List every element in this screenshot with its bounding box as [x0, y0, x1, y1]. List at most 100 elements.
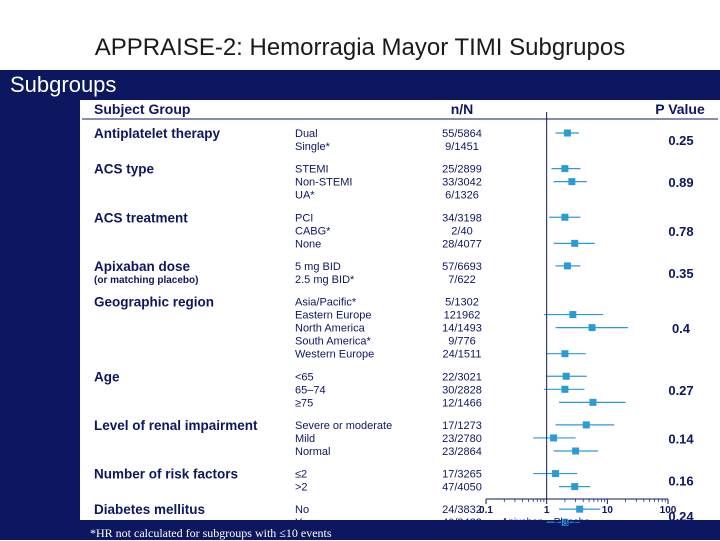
subgroup-label: 2.5 mg BID*: [295, 274, 355, 286]
favors-apixaban-label: Apixaban better: [502, 517, 544, 539]
subgroup-nn: 30/2828: [442, 384, 482, 396]
column-header-group: Subject Group: [94, 101, 190, 117]
group-label: Apixaban dose: [94, 259, 191, 274]
subgroup-nn: 47/4050: [442, 482, 482, 494]
interaction-p-value: 0.16: [668, 474, 693, 489]
subgroup-nn: 23/2864: [442, 446, 482, 458]
subgroup-label: ≤2: [295, 469, 307, 481]
hr-marker: [561, 213, 569, 221]
x-tick-label: 10: [602, 505, 614, 516]
interaction-p-value: 0.4: [672, 321, 691, 336]
subgroup-label: Mild: [295, 433, 315, 445]
interaction-p-value: 0.78: [668, 224, 693, 239]
subgroup-nn: 5/1302: [445, 297, 479, 309]
subgroup-label: 5 mg BID: [295, 261, 341, 273]
interaction-p-value: 0.24: [668, 509, 694, 524]
subgroup-label: PCI: [295, 212, 313, 224]
group-label: Antiplatelet therapy: [94, 126, 221, 141]
subgroup-nn: 17/1273: [442, 420, 482, 432]
hr-marker: [561, 385, 569, 393]
x-tick-label: 0.1: [479, 505, 493, 516]
group-label: ACS treatment: [94, 210, 188, 225]
subgroup-label: South America*: [295, 336, 372, 348]
x-tick-label: 100: [660, 505, 677, 516]
subgroup-label: >2: [295, 482, 308, 494]
x-tick-label: 1: [544, 505, 550, 516]
subgroup-label: None: [295, 238, 321, 250]
hr-marker: [562, 372, 570, 380]
column-header-nn: n/N: [451, 101, 474, 117]
subgroup-label: Western Europe: [295, 349, 374, 361]
subgroups-heading: Subgroups: [10, 72, 117, 97]
subgroup-nn: 121962: [444, 310, 481, 322]
subgroup-label: UA*: [295, 190, 315, 202]
subgroup-label: Asia/Pacific*: [295, 297, 357, 309]
interaction-p-value: 0.35: [668, 266, 693, 281]
subgroup-label: CABG*: [295, 225, 331, 237]
group-label: Age: [94, 369, 120, 384]
subgroup-label: Non-STEMI: [295, 177, 352, 189]
subgroup-nn: 24/1511: [443, 349, 482, 361]
column-header-interaction: Interaction P Value: [644, 87, 716, 117]
subgroup-nn: 23/2780: [442, 433, 482, 445]
subgroup-nn: 33/3042: [442, 177, 482, 189]
interaction-p-value: 0.27: [668, 383, 693, 398]
interaction-p-value: 0.89: [668, 175, 693, 190]
subgroup-label: Eastern Europe: [295, 310, 371, 322]
hr-marker: [561, 165, 569, 173]
subgroup-nn: 24/3832: [442, 504, 482, 516]
hr-marker: [563, 129, 571, 137]
hr-marker: [572, 447, 580, 455]
subgroup-nn: 22/3021: [442, 371, 482, 383]
subgroup-nn: 2/40: [451, 225, 472, 237]
subgroup-label: Severe or moderate: [295, 420, 392, 432]
hr-marker: [576, 505, 584, 513]
hr-marker: [589, 398, 597, 406]
group-label: Geographic region: [94, 295, 214, 310]
subgroup-label: North America: [295, 323, 366, 335]
subgroup-nn: 14/1493: [442, 323, 482, 335]
hr-marker: [552, 470, 560, 478]
subgroup-nn: 34/3198: [442, 212, 482, 224]
group-sublabel: (or matching placebo): [94, 275, 198, 286]
subgroup-label: STEMI: [295, 164, 329, 176]
subgroup-nn: 9/776: [448, 336, 476, 348]
hr-marker: [568, 178, 576, 186]
favors-placebo-label: Placebo better: [554, 517, 591, 539]
slide-title: APPRAISE-2: Hemorragia Mayor TIMI Subgru…: [94, 34, 626, 61]
subgroup-label: <65: [295, 371, 314, 383]
group-label: Number of risk factors: [94, 467, 238, 482]
subgroup-nn: 7/622: [448, 274, 476, 286]
subgroup-nn: 9/1451: [445, 141, 479, 153]
hr-marker: [561, 350, 569, 358]
interaction-p-value: 0.25: [668, 133, 693, 148]
group-label: Level of renal impairment: [94, 418, 258, 433]
hr-marker: [588, 324, 596, 332]
hr-marker: [571, 239, 579, 247]
group-label: Diabetes mellitus: [94, 502, 205, 517]
subgroup-label: No: [295, 504, 309, 516]
subgroup-label: 65–74: [295, 384, 326, 396]
subgroup-label: Yes: [295, 517, 313, 529]
subgroup-label: Single*: [295, 141, 331, 153]
subgroup-nn: 17/3265: [442, 469, 482, 481]
interaction-p-value: 0.14: [668, 431, 694, 446]
subgroup-nn: 55/5864: [442, 128, 482, 140]
hr-marker: [571, 483, 579, 491]
subgroup-nn: 28/4077: [442, 238, 482, 250]
subgroup-label: Normal: [295, 446, 330, 458]
subgroup-nn: 40/3483: [442, 517, 482, 529]
hr-marker: [563, 262, 571, 270]
subgroup-label: ≥75: [295, 397, 313, 409]
hr-marker: [582, 421, 590, 429]
subgroup-nn: 12/1466: [442, 397, 482, 409]
subgroup-nn: 57/6693: [442, 261, 482, 273]
hr-marker: [550, 434, 558, 442]
subgroup-label: Dual: [295, 128, 318, 140]
hr-marker: [569, 311, 577, 319]
subgroup-nn: 6/1326: [445, 190, 479, 202]
hr-marker: [561, 518, 569, 526]
footnote: *HR not calculated for subgroups with ≤1…: [90, 526, 332, 540]
forest-plot-area: [80, 100, 720, 520]
